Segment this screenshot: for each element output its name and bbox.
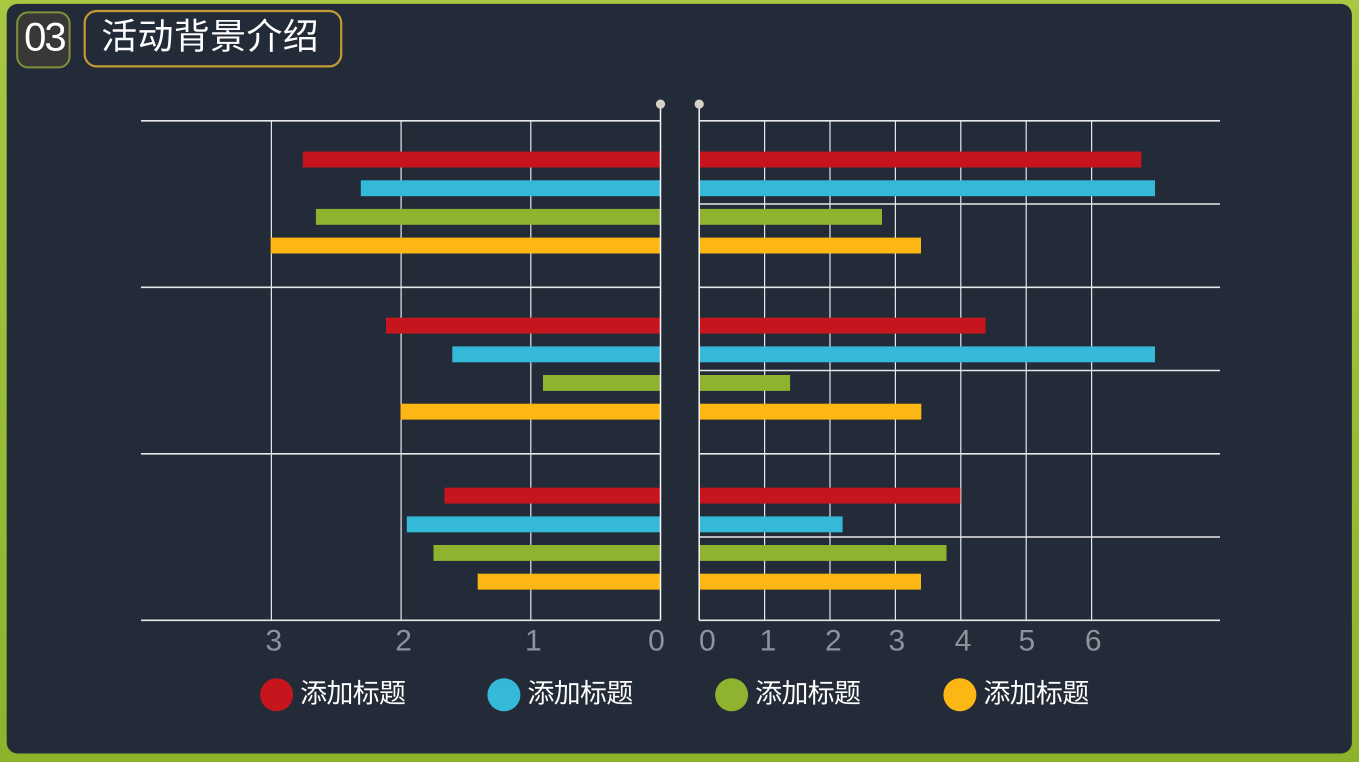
svg-text:0: 0 — [699, 624, 716, 657]
svg-text:1: 1 — [525, 624, 542, 657]
svg-text:0: 0 — [648, 624, 665, 657]
svg-text:3: 3 — [266, 624, 283, 657]
svg-text:6: 6 — [1085, 624, 1102, 657]
svg-text:1: 1 — [760, 624, 777, 657]
svg-text:03: 03 — [24, 16, 65, 60]
svg-text:4: 4 — [955, 624, 972, 657]
svg-text:2: 2 — [825, 624, 842, 657]
svg-text:5: 5 — [1019, 624, 1036, 657]
svg-text:3: 3 — [888, 624, 905, 657]
svg-text:2: 2 — [395, 624, 412, 657]
